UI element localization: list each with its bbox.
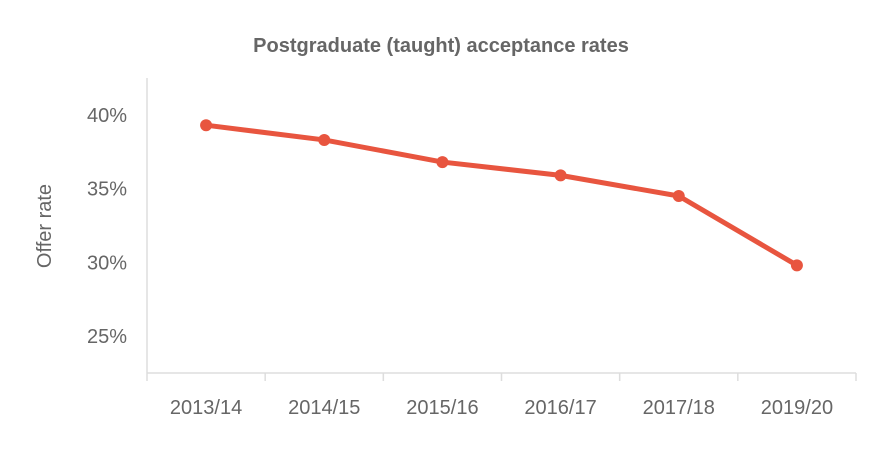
y-tick-label: 25%	[87, 326, 127, 348]
x-tick-label: 2017/18	[643, 397, 715, 419]
data-point	[318, 133, 331, 146]
y-ticks: 25% 30% 35% 40%	[87, 105, 127, 348]
series-group	[200, 119, 803, 272]
x-tick-label: 2015/16	[406, 397, 478, 419]
axes	[146, 78, 856, 374]
chart-title: Postgraduate (taught) acceptance rates	[253, 35, 629, 57]
y-axis-label: Offer rate	[34, 184, 56, 268]
y-tick-label: 40%	[87, 105, 127, 127]
data-point	[200, 119, 213, 132]
x-tick-label: 2014/15	[288, 397, 360, 419]
data-point	[672, 190, 685, 202]
y-tick-label: 35%	[87, 179, 127, 201]
x-ticks: 2013/14 2014/15 2015/16 2016/17 2017/18 2019/…	[146, 373, 857, 419]
series-line	[203, 122, 800, 268]
data-point	[436, 156, 449, 169]
y-tick-label: 30%	[87, 252, 127, 274]
x-tick-label: 2016/17	[524, 397, 596, 419]
data-point	[554, 169, 567, 182]
x-tick-label: 2013/14	[170, 397, 242, 419]
data-point	[790, 259, 803, 272]
x-tick-label: 2019/20	[761, 397, 833, 419]
